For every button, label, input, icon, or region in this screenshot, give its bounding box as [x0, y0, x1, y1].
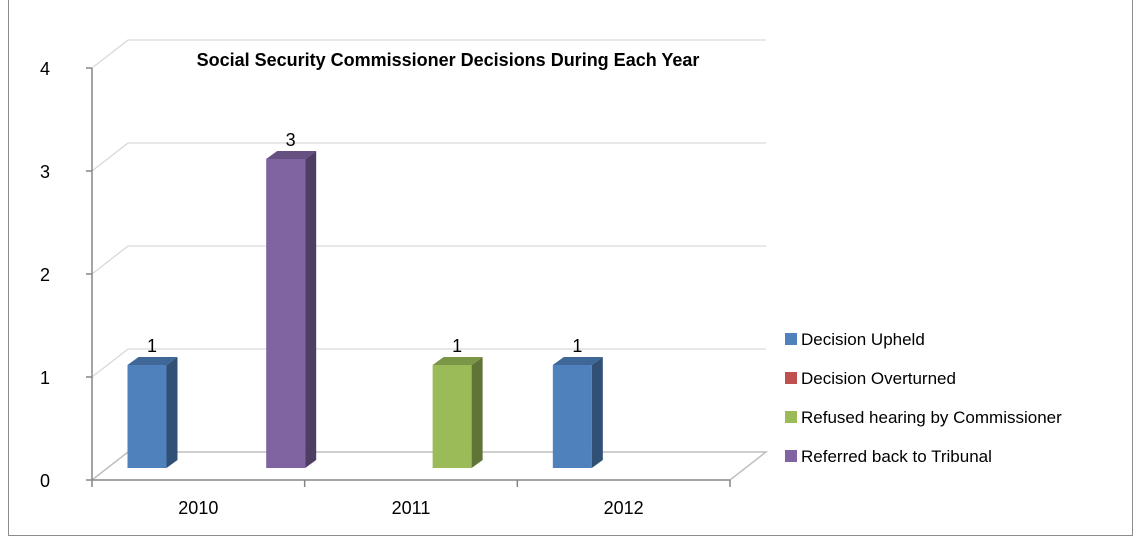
legend-label: Referred back to Tribunal: [801, 447, 992, 466]
chart-frame: [8, 0, 1133, 536]
bar-top: [266, 151, 317, 159]
gridlines: [91, 39, 766, 378]
bar-top: [127, 357, 178, 365]
bar-side: [471, 357, 483, 468]
x-tick-label: 2012: [604, 498, 644, 518]
data-label: 1: [572, 336, 582, 356]
bar-side: [591, 357, 603, 468]
legend-item: Decision Upheld: [785, 330, 925, 349]
gridline: [91, 39, 766, 69]
y-tick-label: 0: [40, 471, 50, 491]
bar: [266, 151, 317, 468]
legend-label: Decision Overturned: [801, 369, 956, 388]
chart-walls: [91, 451, 769, 481]
axes: [86, 67, 731, 487]
x-tick-label: 2011: [392, 498, 431, 518]
y-axis-tick-labels: 0 1 2 3 4: [40, 59, 50, 491]
legend-label: Decision Upheld: [801, 330, 925, 349]
y-tick-label: 1: [40, 368, 50, 388]
bar-side: [305, 151, 317, 468]
legend-item: Decision Overturned: [785, 369, 956, 388]
legend-label: Refused hearing by Commissioner: [801, 408, 1062, 427]
bar: [127, 357, 178, 468]
bar-front: [432, 365, 472, 468]
bar-front: [127, 365, 167, 468]
bar-side: [166, 357, 178, 468]
legend: Decision Upheld Decision Overturned Refuse…: [785, 330, 1062, 466]
gridline: [91, 142, 766, 172]
bar: [552, 357, 603, 468]
y-tick-label: 2: [40, 265, 50, 285]
bars: [127, 151, 603, 468]
data-label: 1: [452, 336, 462, 356]
gridline: [91, 348, 766, 378]
legend-swatch: [785, 372, 797, 384]
chart-title: Social Security Commissioner Decisions D…: [197, 50, 700, 70]
x-axis-tick-labels: 2010 2011 2012: [178, 498, 643, 518]
bar: [432, 357, 483, 468]
x-tick-label: 2010: [178, 498, 218, 518]
legend-swatch: [785, 411, 797, 423]
legend-item: Refused hearing by Commissioner: [785, 408, 1062, 427]
y-tick-label: 3: [40, 162, 50, 182]
legend-swatch: [785, 450, 797, 462]
gridline: [91, 245, 766, 275]
bar-front: [266, 159, 306, 468]
bar-top: [552, 357, 603, 365]
floor-outline: [91, 451, 769, 481]
data-label: 3: [286, 130, 296, 150]
legend-item: Referred back to Tribunal: [785, 447, 992, 466]
data-label: 1: [147, 336, 157, 356]
bar-top: [432, 357, 483, 365]
legend-swatch: [785, 333, 797, 345]
y-tick-label: 4: [40, 59, 50, 79]
data-labels: 1 3 1 1: [147, 130, 582, 356]
bar-front: [552, 365, 592, 468]
